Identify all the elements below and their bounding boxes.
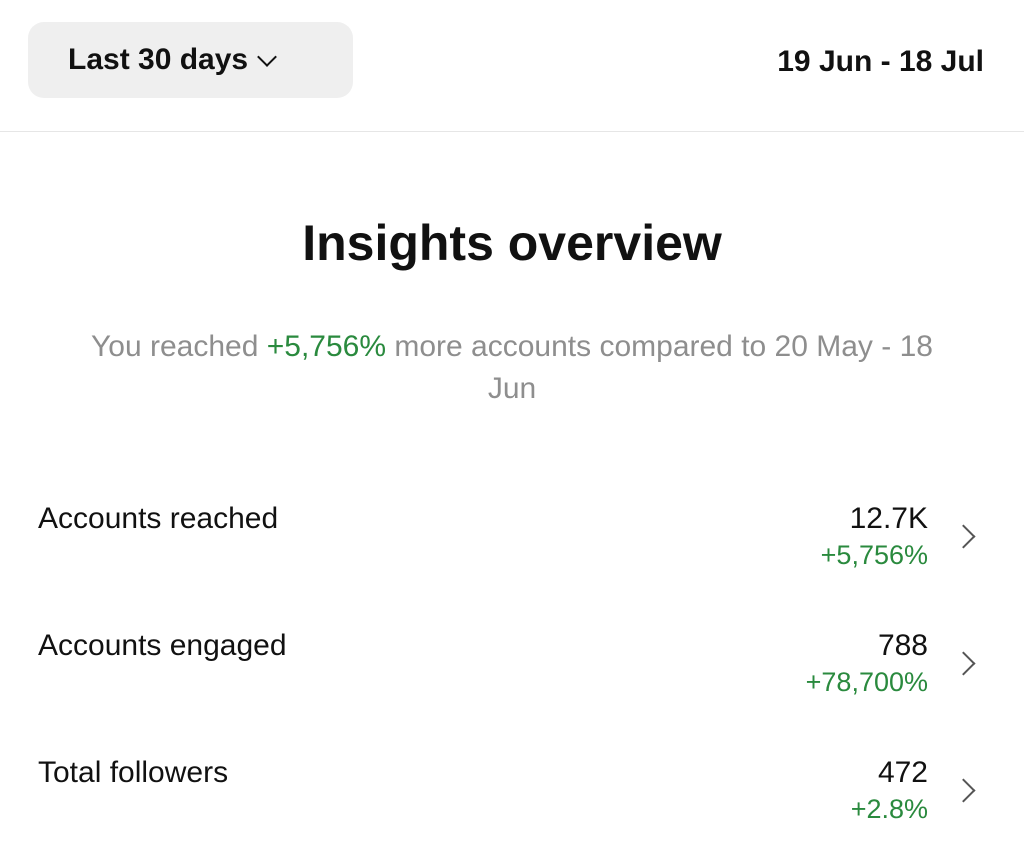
overview-summary: You reached +5,756% more accounts compar… (80, 326, 944, 410)
metric-row-accounts-reached[interactable]: Accounts reached 12.7K +5,756% (0, 498, 1024, 598)
metric-label: Accounts reached (38, 502, 279, 535)
chevron-right-icon (951, 651, 976, 676)
chevron-right-icon (951, 524, 976, 549)
date-range-dropdown[interactable]: Last 30 days (28, 22, 353, 98)
top-bar: Last 30 days 19 Jun - 18 Jul (0, 0, 1024, 132)
metric-change: +78,700% (805, 667, 928, 697)
metric-label: Total followers (38, 756, 229, 789)
summary-highlight: +5,756% (266, 330, 387, 363)
chevron-right-icon (951, 778, 976, 803)
metric-change: +5,756% (820, 540, 928, 570)
summary-prefix: You reached (91, 330, 267, 363)
metric-value: 788 (877, 629, 928, 662)
metric-value: 472 (877, 756, 928, 789)
metric-row-total-followers[interactable]: Total followers 472 +2.8% (0, 752, 1024, 852)
metric-label: Accounts engaged (38, 629, 287, 662)
date-range-dropdown-label: Last 30 days (68, 43, 249, 76)
metric-row-accounts-engaged[interactable]: Accounts engaged 788 +78,700% (0, 625, 1024, 725)
metric-change: +2.8% (850, 794, 928, 824)
chevron-down-icon (257, 47, 278, 67)
page-title: Insights overview (302, 215, 722, 271)
date-range-text: 19 Jun - 18 Jul (777, 45, 984, 78)
metric-value: 12.7K (849, 502, 928, 535)
summary-suffix: more accounts compared to 20 May - 18 Ju… (386, 330, 933, 405)
